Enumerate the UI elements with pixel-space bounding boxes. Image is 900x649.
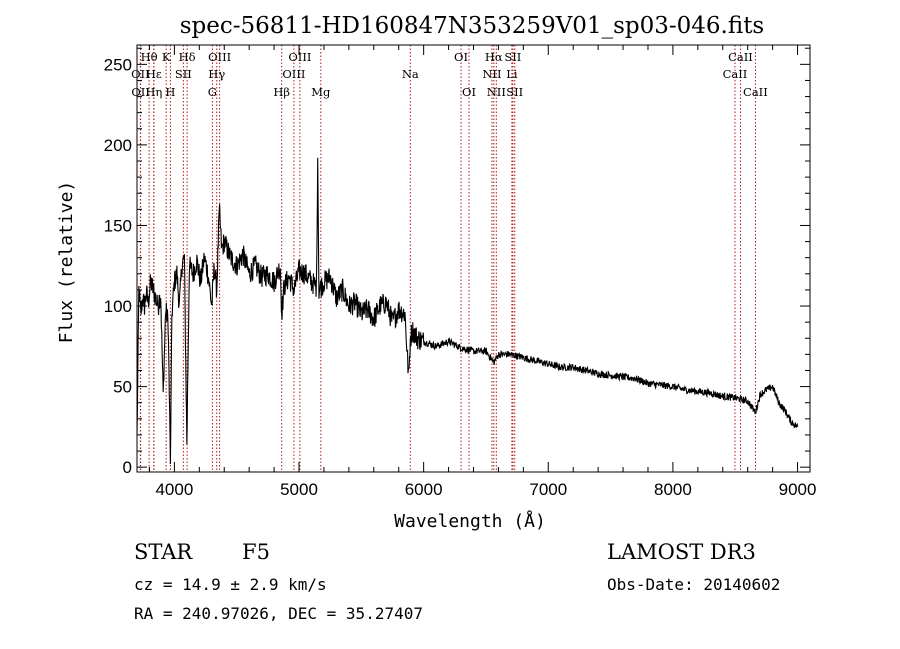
x-tick-label: 6000 — [405, 480, 443, 499]
line-label: Na — [402, 67, 419, 81]
object-class: STAR — [134, 540, 193, 564]
line-label: SII — [175, 67, 192, 81]
line-label: OII — [131, 85, 150, 99]
y-tick-label: 100 — [104, 297, 132, 316]
line-label: OII — [131, 67, 150, 81]
y-tick-label: 50 — [113, 378, 132, 397]
line-label: Hγ — [208, 67, 225, 81]
x-axis-ticks: 4000 5000 6000 7000 8000 9000 — [148, 45, 817, 499]
line-label: H — [165, 85, 175, 99]
y-axis-label: Flux (relative) — [56, 181, 77, 344]
x-tick-label: 5000 — [280, 480, 318, 499]
line-label: OI — [454, 50, 468, 64]
x-tick-label: 8000 — [654, 480, 692, 499]
y-tick-label: 150 — [104, 216, 132, 235]
coordinates-readout: RA = 240.97026, DEC = 35.27407 — [134, 604, 423, 623]
line-label: CaII — [743, 85, 768, 99]
line-label: G — [208, 85, 217, 99]
line-label: SII — [506, 85, 523, 99]
line-label: Hδ — [179, 50, 196, 64]
observation-date: Obs-Date: 20140602 — [607, 575, 780, 594]
y-axis-ticks: 0 50 100 150 200 250 — [104, 47, 810, 477]
x-tick-label: 4000 — [155, 480, 193, 499]
line-label: Hθ — [141, 50, 158, 64]
line-label: CaII — [723, 67, 748, 81]
y-tick-label: 200 — [104, 136, 132, 155]
chart-title: spec-56811-HD160847N353259V01_sp03-046.f… — [180, 13, 765, 39]
x-tick-label: 9000 — [779, 480, 817, 499]
line-label: SII — [504, 50, 521, 64]
line-label: Hε — [146, 67, 162, 81]
line-label: Hη — [145, 85, 162, 99]
line-label: Li — [506, 67, 518, 81]
line-label: Mg — [311, 85, 331, 99]
x-axis-label: Wavelength (Å) — [394, 510, 546, 532]
x-tick-label: 7000 — [529, 480, 567, 499]
y-tick-label: 250 — [104, 55, 132, 74]
redshift-readout: cz = 14.9 ± 2.9 km/s — [134, 575, 327, 594]
survey-label: LAMOST DR3 — [607, 540, 756, 564]
object-subclass: F5 — [242, 540, 270, 564]
spectrum-line — [136, 157, 799, 464]
line-label: NII — [487, 85, 506, 99]
line-label: OIII — [282, 67, 305, 81]
line-label: Hβ — [273, 85, 290, 99]
line-label: NII — [482, 67, 501, 81]
line-label: OIII — [288, 50, 311, 64]
line-label: Hα — [485, 50, 503, 64]
line-label: K — [162, 50, 171, 64]
line-label: OI — [462, 85, 476, 99]
line-label: OIII — [208, 50, 231, 64]
spectral-line-markers — [139, 45, 756, 472]
line-label: CaII — [728, 50, 753, 64]
y-tick-label: 0 — [123, 458, 132, 477]
